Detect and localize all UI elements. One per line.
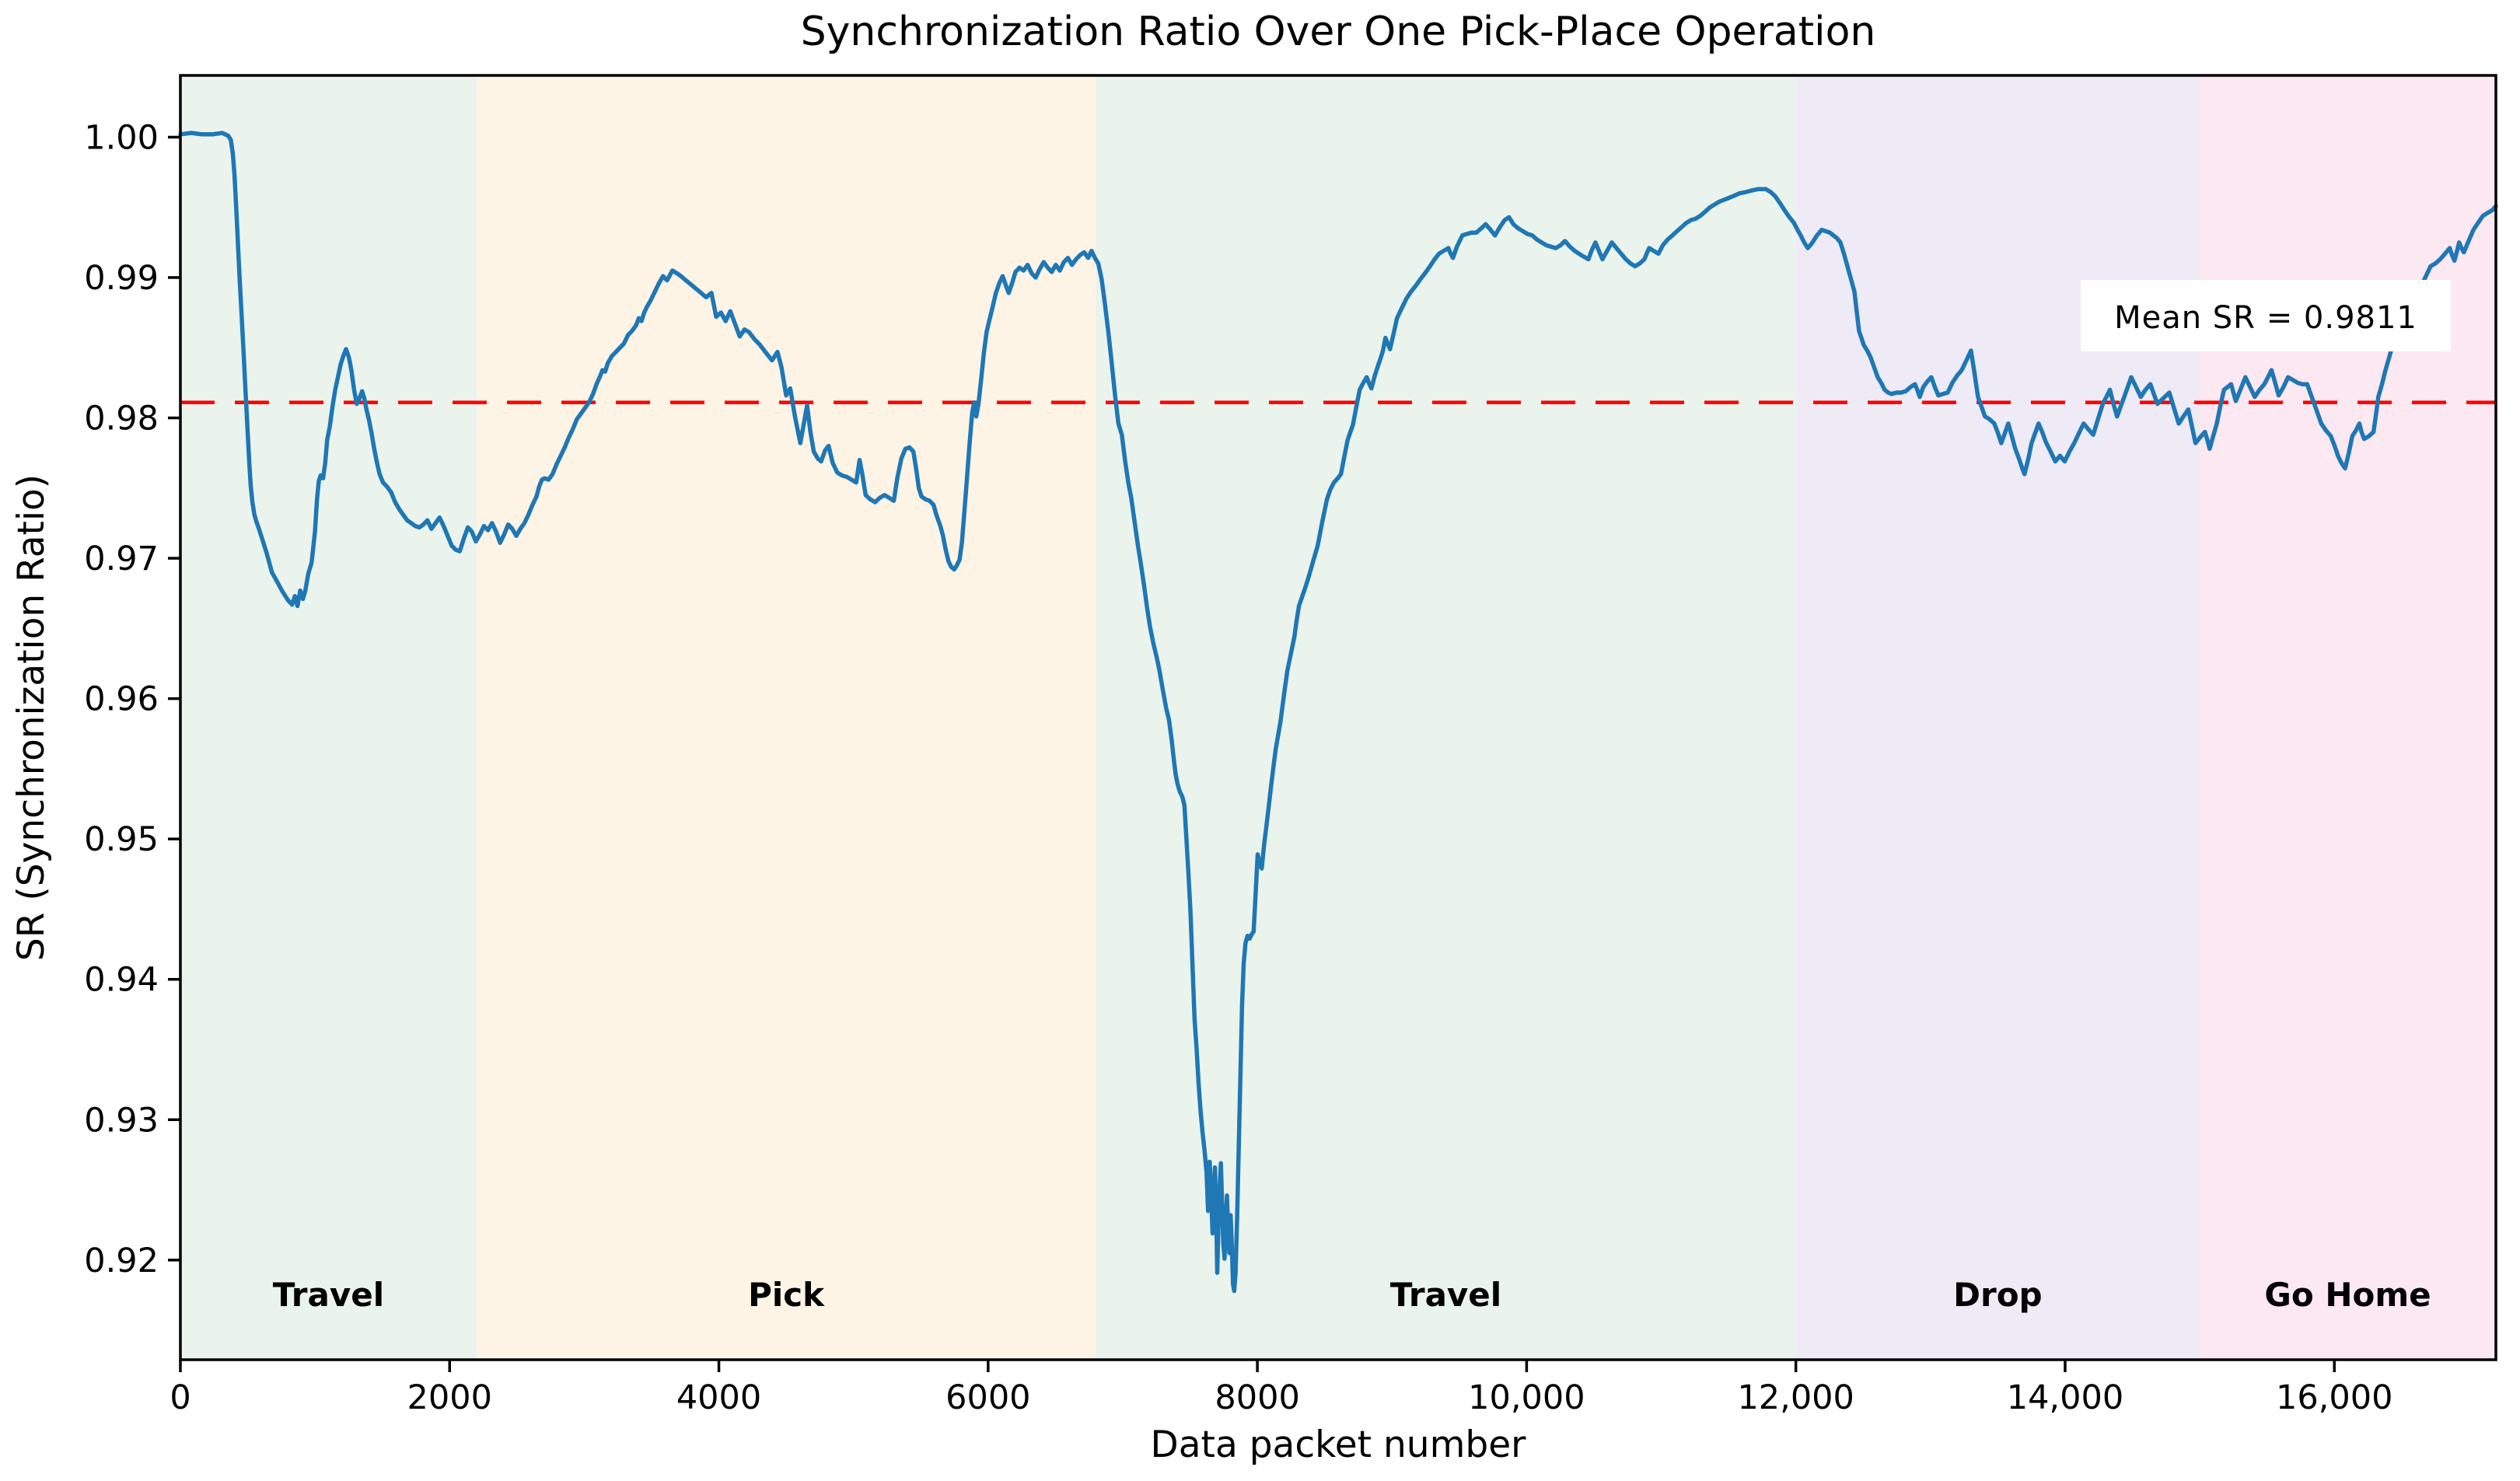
- phase-label: Travel: [273, 1276, 384, 1314]
- y-tick-label: 0.99: [84, 259, 159, 298]
- phase-label: Pick: [748, 1276, 825, 1314]
- sr-series: [178, 131, 2498, 1294]
- phase-region-pick: [476, 75, 1096, 1360]
- y-tick-label: 0.92: [84, 1242, 159, 1280]
- mean-annotation-box: [2081, 280, 2451, 351]
- y-tick-label: 0.97: [84, 540, 159, 578]
- phase-label: Go Home: [2264, 1276, 2431, 1314]
- y-tick-label: 0.96: [84, 680, 159, 719]
- x-tick-label: 2000: [407, 1378, 492, 1417]
- x-tick-label: 6000: [945, 1378, 1030, 1417]
- y-tick-label: 1.00: [84, 118, 159, 157]
- x-tick-label: 10,000: [1468, 1378, 1585, 1417]
- plot-spines: [179, 74, 2497, 1361]
- x-tick-label: 14,000: [2007, 1378, 2123, 1417]
- phase-region-travel: [1096, 75, 1796, 1360]
- sr-data-line: [178, 131, 2498, 1294]
- x-tick-label: 12,000: [1737, 1378, 1854, 1417]
- phase-label: Drop: [1953, 1276, 2043, 1314]
- y-axis-label: SR (Synchronization Ratio): [10, 474, 53, 961]
- mean-sr-annotation: Mean SR = 0.9811: [2081, 280, 2451, 351]
- x-axis-label: Data packet number: [1151, 1423, 1527, 1466]
- x-tick-label: 8000: [1215, 1378, 1299, 1417]
- x-tick-label: 4000: [676, 1378, 761, 1417]
- phase-labels: Travel Pick Travel Drop Go Home: [273, 1276, 2431, 1314]
- x-tick-label: 16,000: [2276, 1378, 2392, 1417]
- y-tick-label: 0.95: [84, 820, 159, 859]
- chart-title: Synchronization Ratio Over One Pick-Plac…: [801, 9, 1876, 55]
- axes-spines-ticks: [168, 74, 2497, 1372]
- phase-label: Travel: [1390, 1276, 1501, 1314]
- x-tick-label: 0: [170, 1378, 190, 1417]
- phase-regions: [180, 75, 2496, 1360]
- phase-region-travel: [180, 75, 477, 1360]
- y-tick-label: 0.93: [84, 1101, 159, 1140]
- phase-region-drop: [1795, 75, 2200, 1360]
- tick-labels: 0 2000 4000 6000 8000 10,000 12,000 14,000 16,00…: [84, 118, 2392, 1417]
- y-tick-label: 0.98: [84, 400, 159, 438]
- phase-region-go-home: [2200, 75, 2496, 1360]
- mean-annotation-text: Mean SR = 0.9811: [2114, 300, 2417, 336]
- y-tick-label: 0.94: [84, 961, 159, 1000]
